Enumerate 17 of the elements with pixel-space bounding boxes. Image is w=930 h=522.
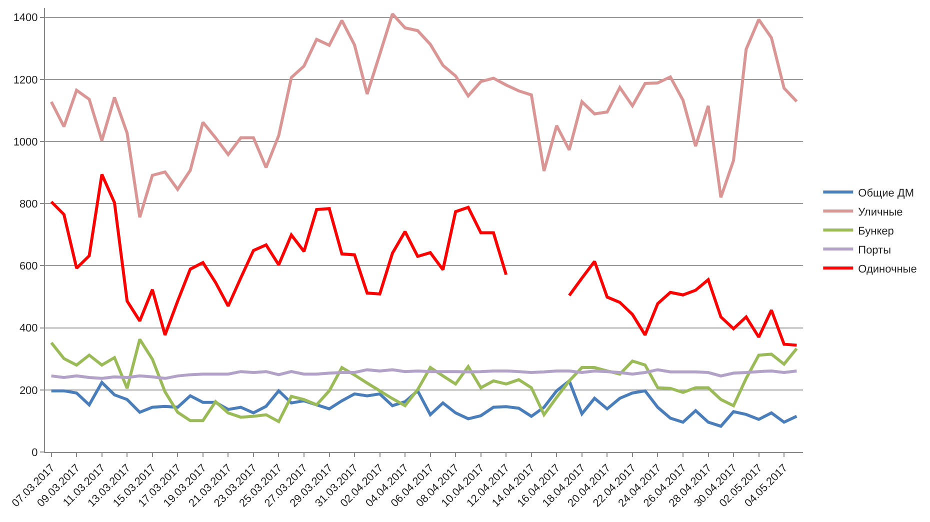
legend-label: Одиночные [858,263,917,276]
legend-label: Уличные [858,206,903,218]
y-tick-label: 0 [32,446,38,459]
legend-label: Бункер [858,225,894,238]
y-tick-label: 400 [19,322,38,335]
y-tick-label: 800 [19,198,38,210]
line-series [50,368,798,380]
y-tick-label: 1400 [13,12,38,24]
y-tick-label: 600 [19,260,38,273]
line-series [50,12,798,219]
y-tick-label: 1200 [13,74,38,86]
line-series [50,338,798,424]
line-series [50,379,798,428]
y-tick-label: 1000 [13,136,38,148]
y-tick-label: 200 [19,384,38,397]
legend-label: Порты [858,244,892,256]
legend-label: Общие ДМ [858,187,914,200]
